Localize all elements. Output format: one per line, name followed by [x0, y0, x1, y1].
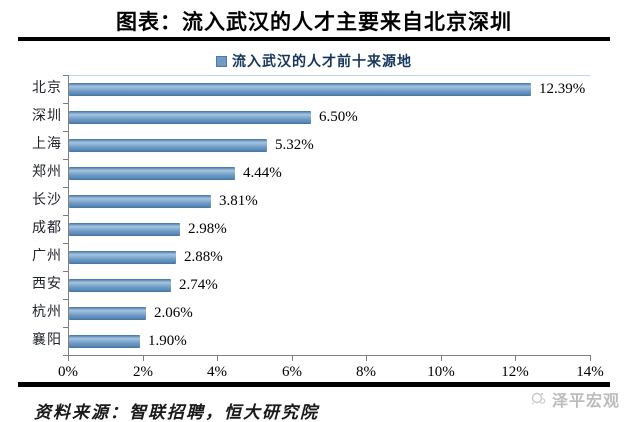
x-tick-label: 2% — [133, 364, 153, 380]
bar — [69, 222, 180, 236]
x-tick-label: 8% — [356, 364, 376, 380]
x-axis-tick — [515, 356, 516, 361]
bar — [69, 82, 531, 96]
x-axis-tick — [366, 356, 367, 361]
bar — [69, 166, 235, 180]
x-tick-label: 10% — [427, 364, 455, 380]
bar — [69, 334, 140, 348]
footer-divider — [18, 382, 610, 387]
y-axis-tick — [63, 159, 68, 160]
x-axis-tick — [590, 356, 591, 361]
bar-value-label: 1.90% — [148, 333, 187, 349]
x-axis-tick — [292, 356, 293, 361]
x-tick-label: 6% — [282, 364, 302, 380]
bar-value-label: 2.74% — [179, 277, 218, 293]
bar-value-label: 5.32% — [275, 137, 314, 153]
category-label: 襄阳 — [32, 333, 62, 348]
y-axis-tick — [63, 243, 68, 244]
bar-value-label: 12.39% — [539, 81, 586, 97]
source-note: 资料来源：智联招聘，恒大研究院 — [34, 403, 319, 422]
x-tick-label: 12% — [501, 364, 529, 380]
bar — [69, 110, 311, 124]
plot-top-border — [68, 75, 590, 76]
category-label: 西安 — [32, 277, 62, 292]
y-axis-tick — [63, 187, 68, 188]
bar — [69, 194, 211, 208]
bar-value-label: 2.98% — [188, 221, 227, 237]
x-axis-tick — [217, 356, 218, 361]
bar-value-label: 2.06% — [154, 305, 193, 321]
bar — [69, 306, 146, 320]
x-axis-tick — [68, 356, 69, 361]
category-label: 郑州 — [32, 165, 62, 180]
bar-value-label: 6.50% — [319, 109, 358, 125]
bar-value-label: 2.88% — [184, 249, 223, 265]
page-title: 图表：流入武汉的人才主要来自北京深圳 — [116, 10, 512, 34]
bar — [69, 250, 176, 264]
bar — [69, 278, 171, 292]
y-axis-tick — [63, 355, 68, 356]
watermark: 泽平宏观 — [530, 387, 620, 411]
x-tick-label: 4% — [207, 364, 227, 380]
bar-value-label: 4.44% — [243, 165, 282, 181]
y-axis-tick — [63, 103, 68, 104]
y-axis-tick — [63, 327, 68, 328]
category-label: 广州 — [32, 249, 62, 264]
x-axis — [68, 355, 591, 356]
category-label: 北京 — [32, 81, 62, 96]
logo-icon — [531, 392, 546, 405]
legend-marker-icon — [216, 55, 227, 67]
y-axis-tick — [63, 131, 68, 132]
y-axis-tick — [63, 271, 68, 272]
y-axis-tick — [63, 215, 68, 216]
x-axis-tick — [143, 356, 144, 361]
bar — [69, 138, 267, 152]
legend-label: 流入武汉的人才前十来源地 — [232, 55, 412, 70]
x-tick-label: 14% — [576, 364, 604, 380]
y-axis-tick — [63, 75, 68, 76]
title-divider — [18, 37, 610, 41]
category-label: 长沙 — [32, 193, 62, 208]
chart-legend: 流入武汉的人才前十来源地 — [0, 51, 628, 71]
y-axis — [68, 75, 69, 356]
category-label: 成都 — [32, 221, 62, 236]
watermark-label: 泽平宏观 — [551, 393, 620, 410]
x-axis-tick — [441, 356, 442, 361]
x-tick-label: 0% — [58, 364, 78, 380]
category-label: 上海 — [32, 137, 62, 152]
y-axis-tick — [63, 299, 68, 300]
category-label: 深圳 — [32, 109, 62, 124]
bar-value-label: 3.81% — [219, 193, 258, 209]
category-label: 杭州 — [32, 305, 62, 320]
